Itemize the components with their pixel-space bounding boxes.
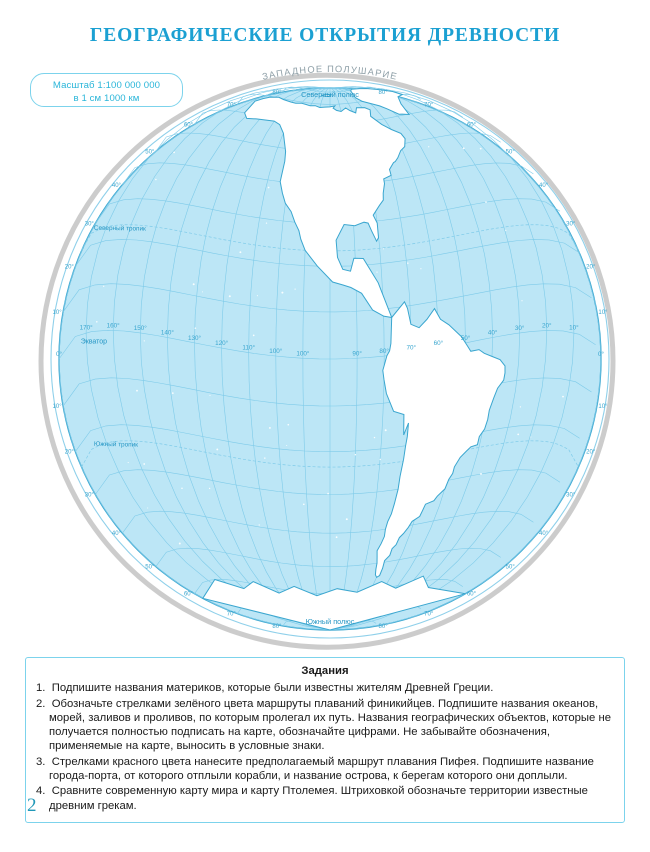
svg-text:80°: 80° [379,90,389,96]
svg-text:10°: 10° [569,324,579,332]
svg-text:20°: 20° [586,264,596,270]
svg-text:10°: 10° [598,310,608,316]
svg-text:30°: 30° [85,222,95,228]
svg-text:50°: 50° [145,565,155,571]
svg-text:40°: 40° [488,329,498,337]
svg-text:20°: 20° [65,450,75,456]
svg-text:80°: 80° [272,624,282,630]
svg-text:0°: 0° [598,350,605,358]
svg-text:100°: 100° [296,349,310,357]
svg-text:70°: 70° [227,102,237,108]
svg-text:70°: 70° [407,344,417,352]
svg-text:60°: 60° [467,122,477,128]
svg-text:70°: 70° [424,612,434,618]
svg-text:60°: 60° [184,122,194,128]
svg-text:50°: 50° [145,149,155,155]
svg-text:40°: 40° [112,183,122,189]
svg-text:70°: 70° [424,102,434,108]
svg-text:60°: 60° [467,592,477,598]
svg-text:90°: 90° [352,349,362,357]
svg-text:100°: 100° [269,347,283,355]
svg-text:60°: 60° [434,339,444,347]
svg-text:110°: 110° [242,344,255,352]
svg-text:140°: 140° [161,329,175,337]
svg-text:0°: 0° [56,350,63,358]
svg-text:170°: 170° [80,324,94,332]
svg-text:70°: 70° [227,612,237,618]
svg-text:20°: 20° [542,321,552,329]
svg-text:30°: 30° [85,493,95,499]
svg-text:Северный тропик: Северный тропик [94,224,146,233]
svg-text:50°: 50° [506,565,516,571]
svg-text:80°: 80° [379,624,389,630]
svg-text:30°: 30° [566,222,576,228]
svg-text:50°: 50° [461,334,471,342]
svg-text:40°: 40° [112,531,122,537]
svg-text:80°: 80° [272,90,282,96]
svg-text:160°: 160° [107,321,121,329]
svg-text:50°: 50° [506,149,516,155]
svg-text:150°: 150° [134,324,148,332]
svg-text:20°: 20° [65,264,75,270]
svg-text:Южный тропик: Южный тропик [94,440,138,449]
svg-text:Экватор: Экватор [81,338,107,345]
svg-text:Северный полюс: Северный полюс [301,90,359,99]
svg-text:120°: 120° [215,339,229,347]
svg-text:10°: 10° [598,404,608,410]
svg-text:30°: 30° [515,324,525,332]
svg-text:60°: 60° [184,592,194,598]
svg-text:10°: 10° [53,310,63,316]
svg-text:20°: 20° [586,450,596,456]
svg-text:30°: 30° [566,493,576,499]
svg-text:40°: 40° [539,183,549,189]
svg-text:10°: 10° [53,404,63,410]
svg-text:Южный полюс: Южный полюс [306,617,355,626]
svg-text:80°: 80° [379,347,389,355]
svg-text:130°: 130° [188,334,202,342]
svg-text:40°: 40° [539,531,549,537]
